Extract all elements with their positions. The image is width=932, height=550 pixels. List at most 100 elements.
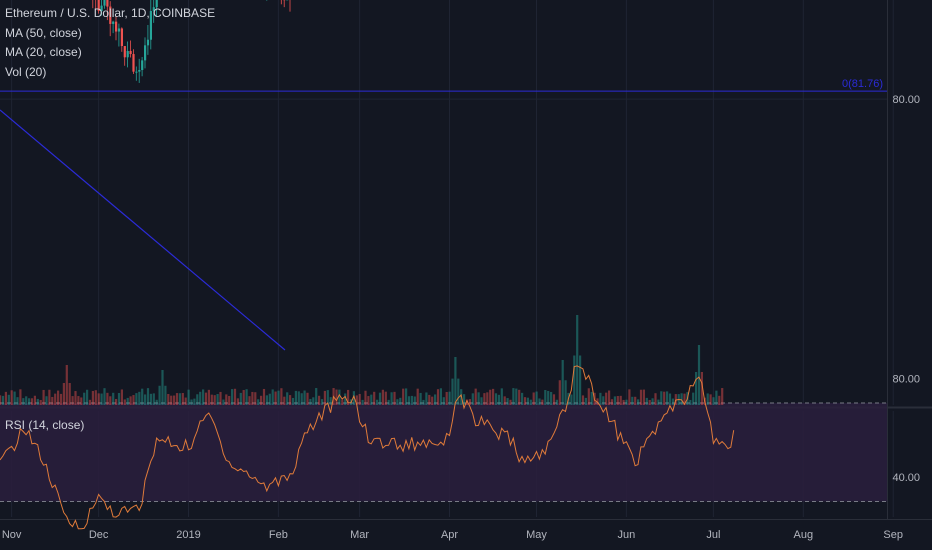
volume-bar: [602, 396, 605, 405]
volume-bar: [173, 395, 176, 405]
volume-bar: [68, 383, 71, 405]
volume-bar: [312, 397, 315, 405]
x-tick-label: May: [526, 529, 547, 541]
volume-bar: [33, 395, 36, 405]
volume-bar: [387, 399, 390, 405]
price-pane: [0, 0, 887, 405]
volume-bar: [492, 388, 495, 405]
candle-body: [103, 0, 106, 6]
volume-bar: [135, 393, 138, 405]
candle-body: [141, 60, 144, 70]
volume-bar: [558, 380, 561, 405]
volume-bar: [564, 380, 567, 405]
volume-bar: [207, 389, 210, 405]
candle-body: [126, 50, 129, 58]
volume-bar: [323, 390, 326, 405]
volume-bar: [518, 389, 521, 405]
volume-bar: [280, 388, 283, 405]
candle-body: [109, 6, 112, 24]
volume-bar: [561, 360, 564, 405]
volume-bar: [671, 398, 674, 405]
volume-bar: [634, 396, 637, 405]
volume-bar: [13, 391, 16, 405]
volume-bar: [129, 396, 132, 405]
volume-bar: [236, 398, 239, 405]
rsi-y-tick-label: 40.00: [892, 472, 920, 484]
x-tick-label: Jul: [706, 529, 720, 541]
volume-bar: [141, 388, 144, 405]
volume-bar: [384, 391, 387, 405]
candle-body: [120, 28, 123, 47]
volume-bar: [407, 396, 411, 405]
volume-bar: [608, 390, 611, 405]
volume-bar: [48, 389, 51, 405]
volume-bar: [373, 391, 376, 405]
volume-bar: [480, 397, 483, 405]
symbol-title[interactable]: Ethereum / U.S. Dollar, 1D, COINBASE: [5, 6, 216, 20]
volume-bar: [454, 357, 457, 405]
volume-bar: [306, 392, 309, 405]
volume-bar: [329, 397, 332, 405]
volume-bar: [231, 389, 234, 405]
volume-bar: [599, 392, 602, 405]
volume-bar: [642, 389, 645, 405]
volume-bar: [581, 395, 585, 405]
volume-bar: [175, 393, 179, 405]
ma50-legend[interactable]: MA (50, close): [5, 25, 82, 40]
rsi-legend[interactable]: RSI (14, close): [5, 418, 85, 432]
volume-bar: [512, 388, 515, 405]
volume-bar: [62, 383, 65, 405]
volume-bar: [497, 394, 500, 405]
volume-bar: [666, 391, 669, 405]
volume-bar: [251, 391, 254, 405]
volume-bar: [59, 393, 63, 405]
volume-bar: [117, 393, 121, 405]
volume-bar: [680, 393, 683, 405]
volume-bar: [71, 396, 74, 405]
volume-bar: [613, 396, 616, 405]
volume-bar: [483, 393, 486, 405]
volume-bar: [431, 396, 434, 405]
volume-bar: [619, 395, 622, 405]
x-tick-label: Aug: [794, 529, 814, 541]
volume-legend[interactable]: Vol (20): [5, 64, 47, 79]
volume-bar: [83, 392, 86, 405]
volume-bar: [123, 399, 126, 405]
volume-bar: [25, 396, 28, 405]
volume-bar: [721, 388, 724, 405]
x-tick-label: Dec: [89, 529, 109, 541]
candle-body: [112, 21, 115, 24]
volume-bar: [193, 398, 196, 405]
volume-bar: [712, 397, 715, 405]
ma20-legend[interactable]: MA (20, close): [5, 45, 82, 59]
volume-bar: [361, 399, 364, 405]
volume-bar: [352, 391, 355, 405]
fib-level-label: 0(81.76): [842, 78, 883, 90]
volume-bar: [445, 392, 448, 405]
volume-bar: [506, 398, 509, 405]
x-tick-label: Mar: [350, 529, 369, 541]
candle-body: [97, 0, 100, 11]
volume-bar: [219, 391, 222, 405]
volume-bar: [378, 392, 382, 405]
volume-bar: [28, 398, 31, 405]
volume-bar: [367, 396, 370, 405]
volume-bar: [204, 392, 208, 405]
volume-bar: [413, 396, 416, 405]
volume-bar: [57, 390, 60, 405]
volume-bar: [228, 395, 231, 405]
volume-bar: [144, 394, 147, 405]
candle-body: [149, 10, 152, 40]
chart-legend: Ethereum / U.S. Dollar, 1D, COINBASE MA …: [5, 4, 215, 82]
volume-bar: [7, 394, 10, 405]
x-tick-label: Feb: [269, 529, 288, 541]
volume-bar: [277, 390, 280, 405]
volume-bar: [152, 393, 155, 405]
volume-bar: [422, 399, 425, 405]
volume-bar: [523, 397, 527, 405]
volume-bar: [138, 391, 141, 405]
volume-bar: [547, 390, 550, 405]
volume-bar: [465, 399, 469, 405]
volume-bar: [112, 392, 115, 405]
